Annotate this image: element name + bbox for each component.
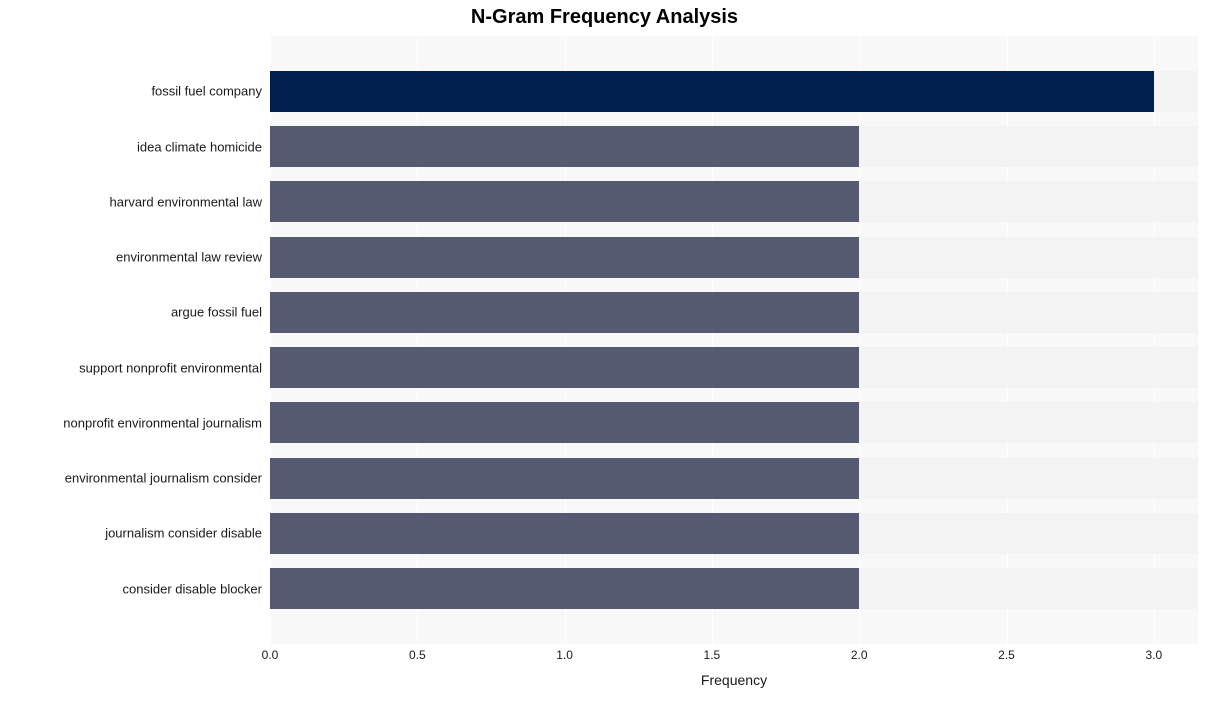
y-tick-label: support nonprofit environmental	[79, 360, 270, 375]
bar-track	[270, 458, 1198, 499]
x-tick-label: 2.5	[998, 644, 1015, 662]
x-tick-label: 3.0	[1145, 644, 1162, 662]
bar-track	[270, 402, 1198, 443]
bar	[270, 568, 859, 609]
bar	[270, 292, 859, 333]
y-tick-label: nonprofit environmental journalism	[63, 415, 270, 430]
bar-track	[270, 292, 1198, 333]
x-tick-label: 0.0	[262, 644, 279, 662]
y-tick-label: harvard environmental law	[110, 194, 270, 209]
bar	[270, 181, 859, 222]
y-tick-label: fossil fuel company	[151, 84, 270, 99]
y-tick-label: environmental journalism consider	[65, 471, 270, 486]
x-tick-label: 1.0	[556, 644, 573, 662]
bar-track	[270, 513, 1198, 554]
bar	[270, 402, 859, 443]
plot-area: 0.00.51.01.52.02.53.0fossil fuel company…	[270, 36, 1198, 644]
bar	[270, 347, 859, 388]
bar-track	[270, 347, 1198, 388]
bar-track	[270, 181, 1198, 222]
y-tick-label: idea climate homicide	[137, 139, 270, 154]
x-tick-label: 1.5	[704, 644, 721, 662]
x-tick-label: 2.0	[851, 644, 868, 662]
bar-track	[270, 126, 1198, 167]
bar	[270, 513, 859, 554]
y-tick-label: consider disable blocker	[123, 581, 270, 596]
chart-title: N-Gram Frequency Analysis	[0, 6, 1209, 29]
bar	[270, 126, 859, 167]
y-tick-label: environmental law review	[116, 250, 270, 265]
bar-track	[270, 71, 1198, 112]
bar	[270, 237, 859, 278]
y-tick-label: journalism consider disable	[105, 526, 270, 541]
bar-track	[270, 237, 1198, 278]
bar	[270, 71, 1154, 112]
y-tick-label: argue fossil fuel	[171, 305, 270, 320]
bar	[270, 458, 859, 499]
x-tick-label: 0.5	[409, 644, 426, 662]
x-axis-label: Frequency	[270, 672, 1198, 688]
bar-track	[270, 568, 1198, 609]
ngram-chart: N-Gram Frequency Analysis 0.00.51.01.52.…	[0, 0, 1209, 701]
